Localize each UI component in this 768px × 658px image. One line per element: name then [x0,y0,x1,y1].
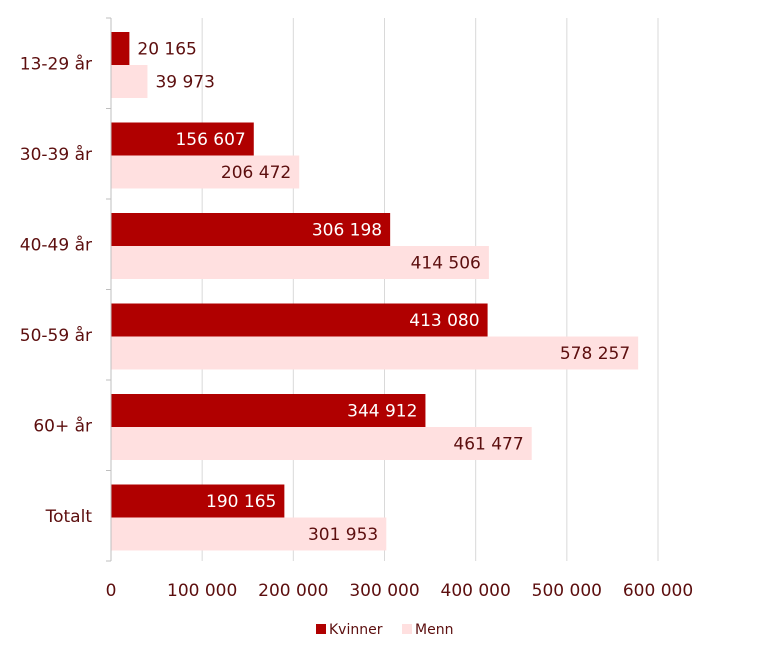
bar-menn [111,65,148,98]
category-label: Totalt [45,507,93,527]
grid-lines [201,18,659,561]
x-tick-label: 400 000 [441,581,511,601]
category-label: 40-49 år [20,234,92,255]
data-label-menn: 414 506 [411,254,481,274]
legend-label-menn: Menn [415,622,453,638]
data-label-menn: 578 257 [560,344,630,364]
axes: 0 100 000 200 000 300 000 400 000 500 000 600 … [20,17,693,601]
bar-menn [111,246,489,279]
x-tick-label: 300 000 [349,581,419,601]
bar-kvinner [111,484,285,518]
x-tick-label: 100 000 [167,581,237,601]
data-label-menn: 39 973 [155,73,214,93]
category-label: 60+ år [33,415,92,436]
data-label-menn: 206 472 [221,163,291,183]
data-label-kvinner: 20 165 [137,40,196,60]
bars [111,32,639,551]
category-label: 30-39 år [20,144,92,165]
bar-kvinner [111,213,391,246]
bar-menn [111,336,639,370]
data-label-kvinner: 190 165 [206,492,276,512]
bar-menn [111,427,532,460]
bar-kvinner [111,122,254,156]
x-tick-label: 0 [106,581,117,601]
data-label-menn: 461 477 [453,435,523,455]
x-tick-label: 600 000 [623,581,693,601]
x-tick-label: 500 000 [532,581,602,601]
data-label-kvinner: 344 912 [347,402,417,422]
data-labels: 20 165 156 607 306 198 413 080 344 912 190 16… [137,40,630,546]
data-label-kvinner: 156 607 [175,130,245,150]
data-label-kvinner: 306 198 [312,221,382,241]
category-label: 50-59 år [20,325,92,346]
bar-menn [111,517,387,551]
bar-kvinner [111,394,426,427]
legend-label-kvinner: Kvinner [329,622,383,638]
legend-swatch-kvinner [316,624,326,634]
bar-kvinner [111,32,130,65]
legend: Kvinner Menn [316,622,453,638]
legend-swatch-menn [402,624,412,634]
data-label-menn: 301 953 [308,525,378,545]
bar-kvinner [111,303,488,337]
data-label-kvinner: 413 080 [409,311,479,331]
x-tick-label: 200 000 [258,581,328,601]
category-label: 13-29 år [20,53,92,74]
bar-menn [111,155,300,189]
